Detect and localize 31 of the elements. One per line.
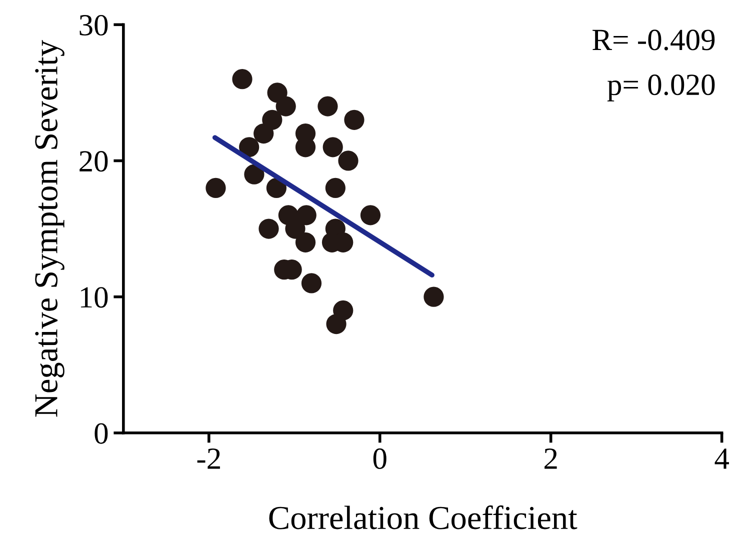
point <box>258 218 279 239</box>
point <box>262 110 282 130</box>
point <box>244 164 264 184</box>
y-tick-label: 30 <box>80 14 108 36</box>
y-tick-label: 10 <box>80 287 108 308</box>
y-axis-title: Negative Symptom Severity <box>35 40 64 417</box>
point <box>276 96 296 116</box>
annotation: R= -0.409 <box>592 30 715 50</box>
point <box>301 273 322 294</box>
point <box>322 137 343 158</box>
x-tick-label: -2 <box>197 448 220 469</box>
point <box>318 96 338 116</box>
point <box>295 232 316 252</box>
point <box>232 69 252 90</box>
point <box>266 178 286 198</box>
x-tick-label: 0 <box>373 448 386 470</box>
x-tick-label: 2 <box>544 448 557 469</box>
point <box>344 110 364 130</box>
y-tick-label: 20 <box>80 151 108 172</box>
point <box>206 178 226 198</box>
point <box>326 314 346 334</box>
point <box>424 286 444 307</box>
point <box>325 178 346 198</box>
y-tick-label: 0 <box>94 423 108 444</box>
point <box>239 137 260 158</box>
annotation: p= 0.020 <box>607 74 715 102</box>
x-axis-title: Correlation Coefficient <box>269 505 578 530</box>
point <box>338 150 358 171</box>
point <box>296 205 316 226</box>
point <box>360 205 381 226</box>
x-tick-label: 4 <box>714 448 729 469</box>
